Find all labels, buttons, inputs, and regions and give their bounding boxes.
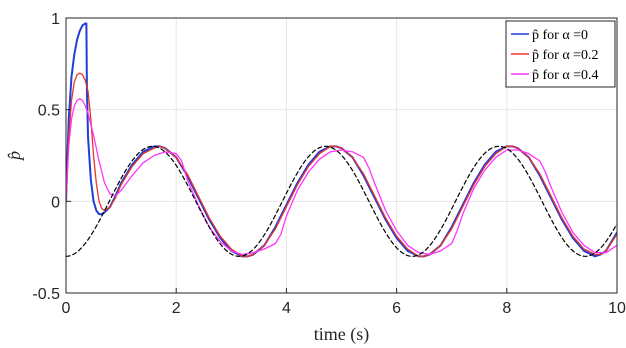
series-line-1 <box>66 72 617 257</box>
series-line-2 <box>66 98 617 256</box>
y-tick-label: -0.5 <box>32 286 60 303</box>
legend-entry-label: p̂ for α =0.4 <box>532 68 599 83</box>
legend: p̂ for α =0 p̂ for α =0.2 p̂ for α =0.4 <box>505 20 616 88</box>
x-tick-label: 0 <box>62 300 71 317</box>
legend-entry-label: p̂ for α =0 <box>532 28 588 43</box>
series-line-reference <box>66 145 617 257</box>
x-tick-label: 2 <box>172 300 181 317</box>
legend-entry-label: p̂ for α =0.2 <box>532 48 599 63</box>
y-axis-label: p̂ <box>4 151 24 162</box>
x-axis-label: time (s) <box>314 324 370 345</box>
series-layer <box>66 22 617 258</box>
axis-ticks: 0 2 4 6 8 10-0.500.51 <box>32 11 626 317</box>
y-tick-label: 0 <box>51 194 60 211</box>
x-tick-label: 10 <box>608 300 626 317</box>
y-tick-label: 0.5 <box>38 103 60 120</box>
x-tick-label: 6 <box>392 300 401 317</box>
x-tick-label: 8 <box>502 300 511 317</box>
plot-area-frame <box>65 17 618 294</box>
y-tick-label: 1 <box>51 11 60 28</box>
x-tick-label: 4 <box>282 300 291 317</box>
